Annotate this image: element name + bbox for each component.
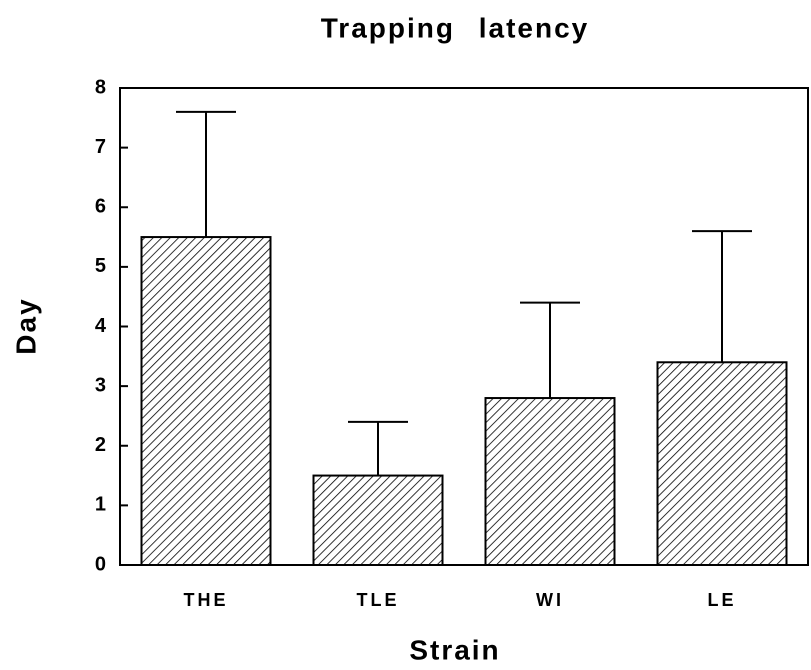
y-tick-label: 7 [95,136,106,158]
y-tick-label: 8 [95,76,106,98]
x-axis-label: Strain [409,634,500,665]
plot-frame [119,87,809,566]
y-tick-label: 3 [95,374,106,396]
bar [140,236,272,566]
y-axis-label: Day [10,297,41,354]
bar [656,361,788,566]
bar [484,397,616,566]
y-tick-label: 6 [95,196,106,218]
x-tick-label: THE [184,590,229,610]
chart-title: Trapping latency [321,12,590,43]
y-tick-label: 1 [95,494,106,516]
x-tick-label: WI [536,590,564,610]
x-tick-label: TLE [357,590,400,610]
x-tick-label: LE [707,590,736,610]
y-tick-label: 2 [95,434,106,456]
y-tick-label: 5 [95,255,106,277]
bar [312,474,444,566]
y-tick-label: 4 [95,315,107,337]
y-tick-label: 0 [95,553,106,575]
